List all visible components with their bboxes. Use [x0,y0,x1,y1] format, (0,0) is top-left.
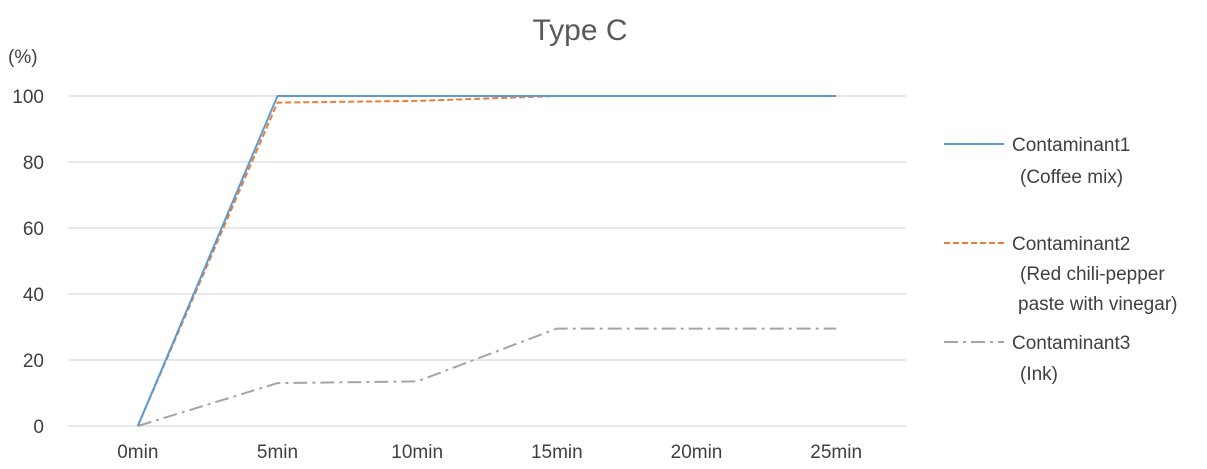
legend-entry-contaminant2: Contaminant2 (Red chili-pepper paste wit… [944,234,1177,315]
x-tick-label-5min: 5min [257,442,298,463]
y-tick-label-40: 40 [23,285,44,306]
x-tick-label-25min: 25min [810,442,862,463]
legend-sublabel-contaminant3: (Ink) [1020,364,1058,385]
series-lines [136,95,837,427]
chart-title: Type C [532,14,627,47]
legend-label-contaminant2: Contaminant2 [1012,234,1130,255]
x-tick-label-0min: 0min [117,442,158,463]
x-tick-label-20min: 20min [671,442,723,463]
x-tick-label-15min: 15min [531,442,583,463]
legend: Contaminant1 (Coffee mix) Contaminant2 (… [944,135,1177,385]
y-axis-tick-labels: 0 20 40 60 80 100 [12,87,44,438]
legend-entry-contaminant1: Contaminant1 (Coffee mix) [944,135,1130,188]
legend-entry-contaminant3: Contaminant3 (Ink) [944,333,1130,385]
legend-sublabel-contaminant2-line2: paste with vinegar) [1018,294,1177,315]
y-tick-label-60: 60 [23,219,44,240]
y-tick-label-0: 0 [33,417,44,438]
x-axis-tick-labels: 0min 5min 10min 15min 20min 25min [117,442,862,463]
gridlines [68,95,906,427]
series-line-contaminant2 [136,95,837,427]
y-axis-unit-label: (%) [8,47,38,68]
legend-label-contaminant3: Contaminant3 [1012,333,1130,354]
legend-sublabel-contaminant2-line1: (Red chili-pepper [1020,264,1165,285]
series-line-contaminant1 [136,95,837,427]
series-line-contaminant3 [137,327,837,427]
y-tick-label-100: 100 [12,87,44,108]
legend-sublabel-contaminant1: (Coffee mix) [1020,167,1123,188]
legend-label-contaminant1: Contaminant1 [1012,135,1130,156]
y-tick-label-80: 80 [23,153,44,174]
y-tick-label-20: 20 [23,351,44,372]
x-tick-label-10min: 10min [391,442,443,463]
